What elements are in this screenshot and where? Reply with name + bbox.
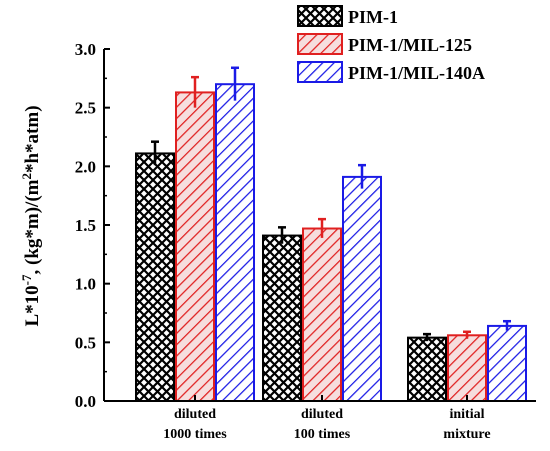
- y-tick-label: 2.5: [75, 99, 96, 118]
- bar-pim-1-mil-140a-1: [342, 175, 382, 402]
- legend-swatch: [297, 5, 343, 27]
- x-tick-label: 1000 times: [163, 427, 227, 442]
- bar-pim-1-mil-140a-0: [215, 83, 255, 402]
- bar-pim-1-mil-125-0: [175, 91, 215, 402]
- x-tick-label: mixture: [443, 427, 490, 442]
- x-tick-label: initial: [449, 407, 484, 422]
- legend-label: PIM-1/MIL-140A: [348, 63, 485, 83]
- x-tick-label: diluted: [301, 407, 343, 422]
- plot-area: 0.0 0.5 1.0 1.5 2.0 2.5 3.0 diluted 1000 times di…: [75, 40, 536, 442]
- bar-pim-1-mil-125-2: [447, 334, 487, 402]
- y-tick-label: 0.5: [75, 333, 96, 352]
- y-tick-label: 0.0: [75, 392, 96, 411]
- legend-label: PIM-1: [348, 7, 398, 27]
- legend-swatch: [297, 61, 343, 83]
- legend: PIM-1 PIM-1/MIL-125 PIM-1/MIL-140A: [297, 5, 485, 83]
- legend-swatch: [297, 33, 343, 55]
- legend-label: PIM-1/MIL-125: [348, 35, 472, 55]
- bar-pim-1-1: [262, 234, 302, 402]
- bar-pim-1-0: [135, 152, 175, 402]
- x-tick-label: 100 times: [294, 427, 351, 442]
- y-tick-label: 1.5: [75, 216, 96, 235]
- x-tick-label: diluted: [174, 407, 216, 422]
- y-axis-title: L*10-7, (kg*m)/(m2*h*atm): [19, 105, 44, 326]
- bar-pim-1-2: [407, 336, 447, 403]
- y-tick-label: 1.0: [75, 275, 96, 294]
- bar-pim-1-mil-125-1: [302, 227, 342, 402]
- y-tick-label: 3.0: [75, 40, 96, 59]
- bar-pim-1-mil-140a-2: [487, 324, 527, 403]
- y-tick-label: 2.0: [75, 157, 96, 176]
